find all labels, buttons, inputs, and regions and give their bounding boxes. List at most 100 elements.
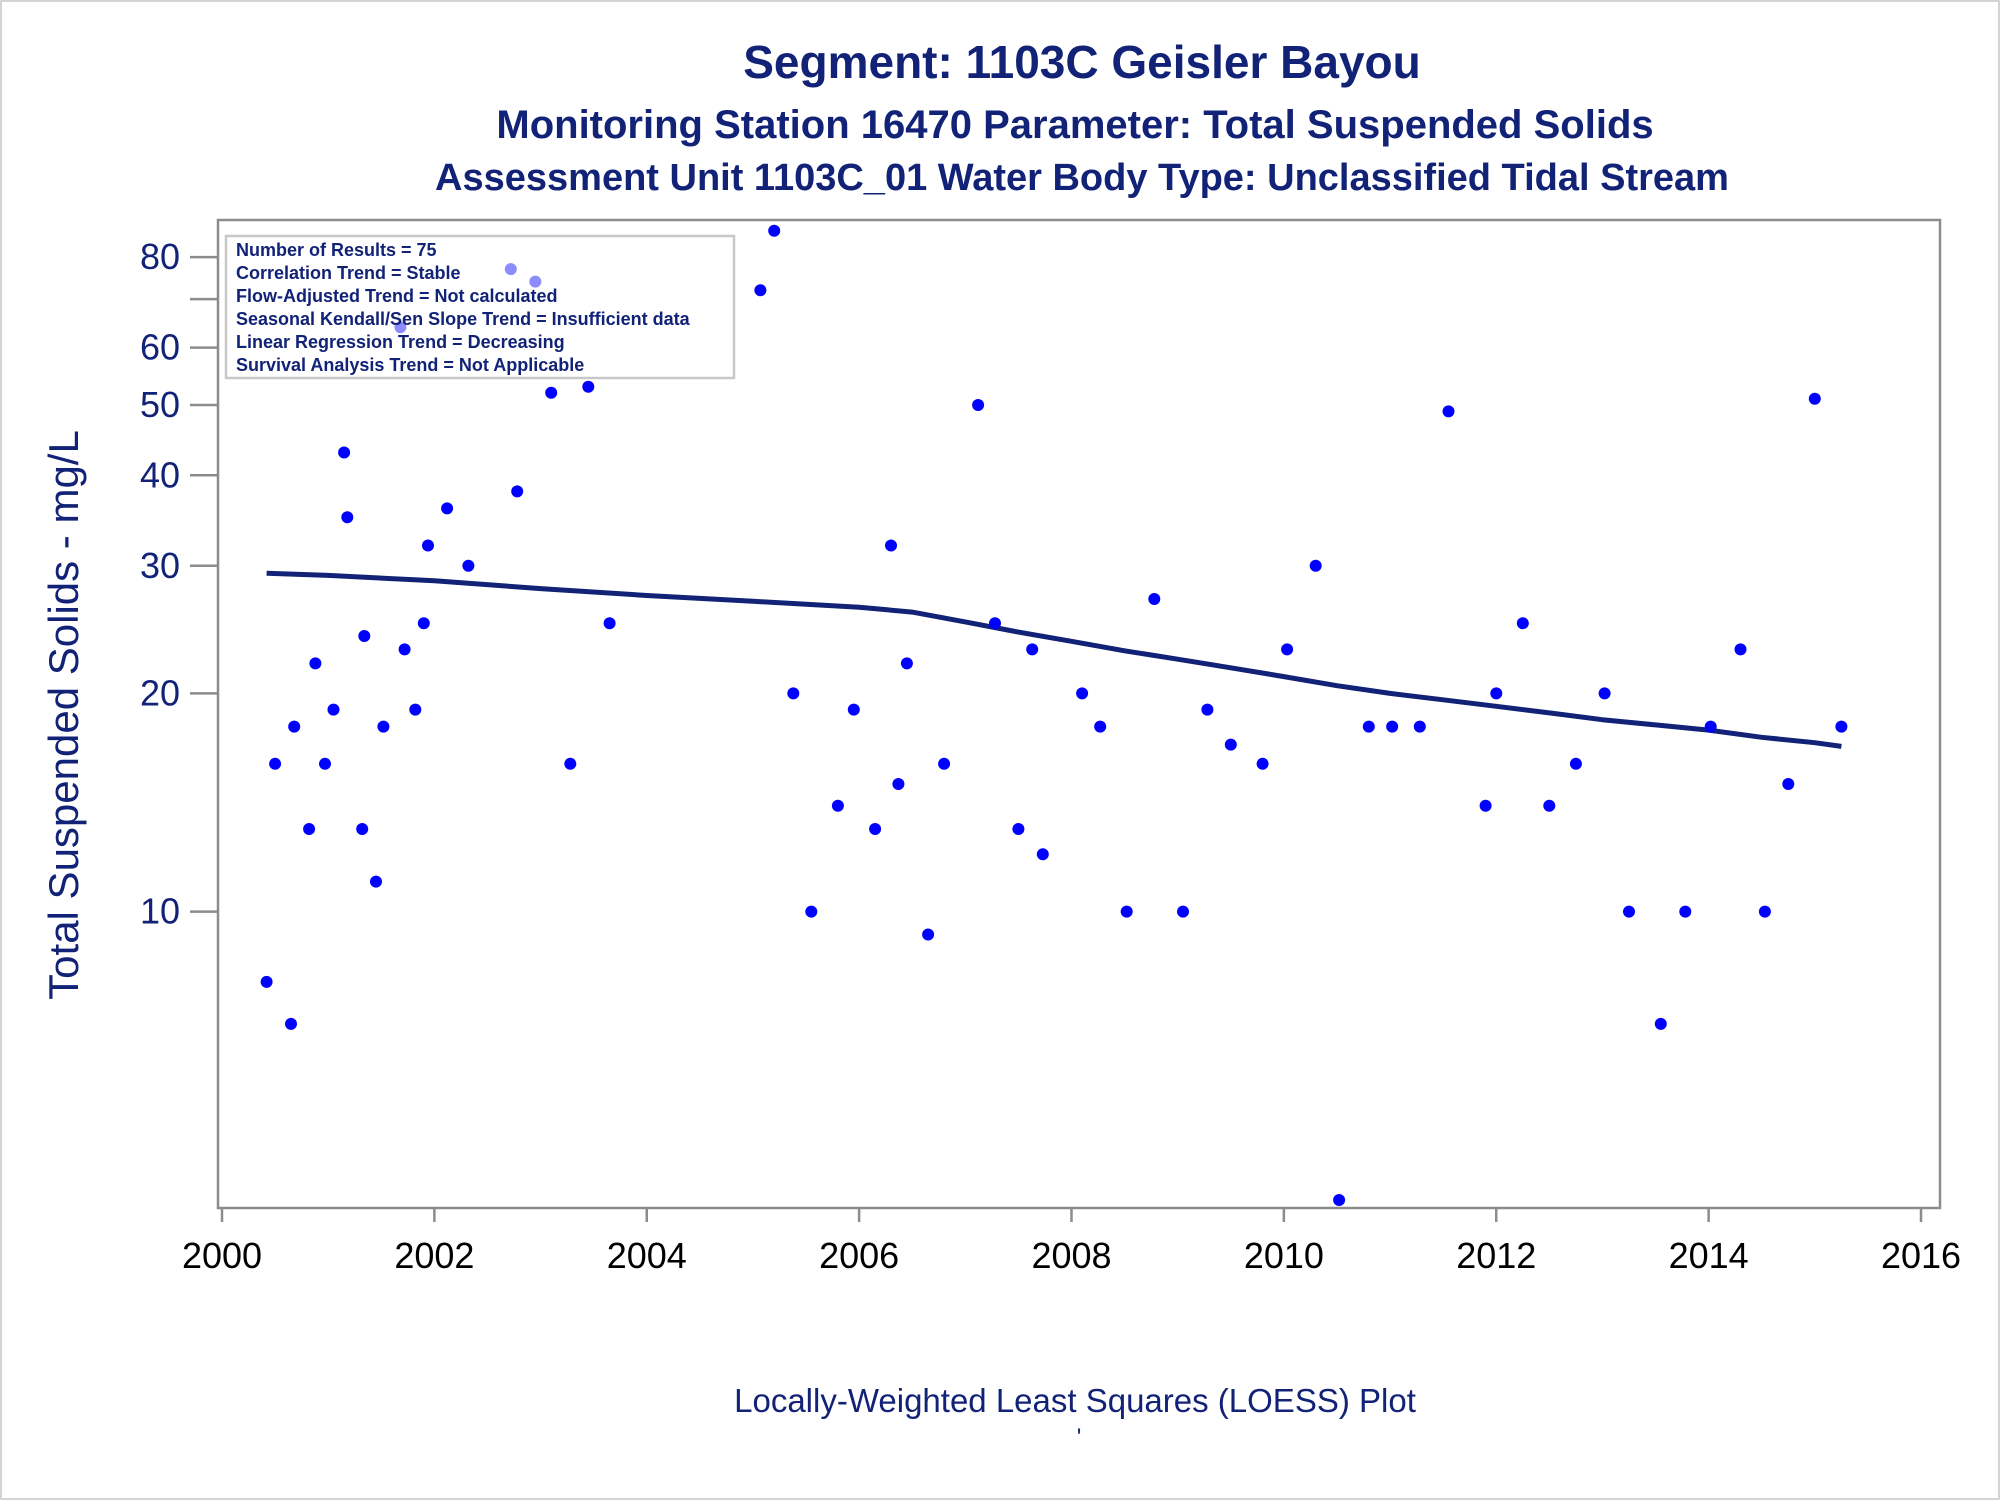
data-point — [1704, 720, 1717, 733]
chart-title: Segment: 1103C Geisler Bayou — [743, 36, 1421, 88]
data-point — [1623, 905, 1635, 918]
stats-line-flow-adjusted: Flow-Adjusted Trend = Not calculated — [236, 286, 558, 306]
data-point — [900, 657, 913, 670]
data-point — [922, 928, 935, 941]
data-point — [417, 617, 430, 630]
y-tick-label: 20 — [140, 672, 180, 713]
stats-line-correlation: Correlation Trend = Stable — [236, 263, 461, 283]
data-point — [892, 778, 905, 790]
data-point — [288, 720, 301, 733]
points-layer — [260, 224, 1848, 1206]
data-point — [1386, 720, 1399, 733]
data-point — [1012, 823, 1025, 835]
data-point — [1782, 778, 1795, 790]
footnote-mark: ' — [1077, 1424, 1082, 1451]
x-tick-label: 2006 — [819, 1235, 899, 1276]
x-tick-label: 2012 — [1456, 1235, 1536, 1276]
data-point — [1224, 738, 1237, 751]
data-point — [1094, 720, 1107, 733]
stats-inset: Number of Results = 75 Correlation Trend… — [224, 234, 736, 380]
data-point — [1413, 720, 1426, 733]
stats-line-seasonal-kendall: Seasonal Kendall/Sen Slope Trend = Insuf… — [236, 309, 691, 329]
x-tick-label: 2002 — [394, 1235, 474, 1276]
data-point — [1598, 687, 1611, 700]
data-point — [1362, 720, 1375, 733]
y-tick-label: 40 — [140, 454, 180, 495]
data-point — [1808, 392, 1821, 405]
data-point — [938, 757, 951, 770]
data-point — [1490, 687, 1503, 700]
data-point — [441, 502, 454, 515]
data-point — [847, 703, 860, 716]
x-tick-label: 2016 — [1881, 1235, 1961, 1276]
data-point — [309, 657, 322, 670]
data-point — [1758, 905, 1771, 918]
y-axis: 10 20 30 40 50 60 80 — [140, 236, 218, 932]
x-tick-label: 2004 — [607, 1235, 687, 1276]
data-point — [787, 687, 800, 700]
x-tick-label: 2014 — [1669, 1235, 1749, 1276]
data-point — [1026, 643, 1039, 656]
x-tick-label: 2008 — [1031, 1235, 1111, 1276]
data-point — [1177, 905, 1189, 918]
y-tick-label: 80 — [140, 236, 180, 277]
data-point — [603, 617, 616, 630]
data-point — [1201, 703, 1214, 716]
data-point — [377, 720, 390, 733]
data-point — [582, 380, 595, 393]
data-point — [1442, 405, 1455, 418]
x-tick-label: 2010 — [1244, 1235, 1324, 1276]
data-point — [1309, 559, 1322, 572]
data-point — [1679, 905, 1692, 918]
stats-line-results: Number of Results = 75 — [236, 240, 437, 260]
y-tick-label: 30 — [140, 545, 180, 586]
data-point — [972, 399, 985, 411]
data-point — [370, 875, 382, 888]
data-point — [754, 284, 767, 297]
data-point — [1734, 643, 1747, 656]
data-point — [1835, 720, 1848, 733]
stats-inset-box — [224, 234, 736, 380]
chart-subtitle: Monitoring Station 16470 Parameter: Tota… — [496, 103, 1653, 147]
data-point — [1120, 905, 1133, 918]
data-point — [398, 643, 411, 656]
data-point — [869, 823, 882, 835]
data-point — [1256, 757, 1269, 770]
data-point — [1543, 799, 1556, 812]
data-point — [1569, 757, 1582, 770]
data-point — [831, 799, 844, 812]
loess-line — [266, 570, 1842, 749]
plot-area-border — [216, 218, 1942, 1210]
x-tick-label: 2000 — [182, 1235, 262, 1276]
data-point — [260, 975, 273, 988]
data-point — [1516, 617, 1529, 630]
data-point — [1076, 687, 1089, 700]
data-point — [768, 224, 781, 237]
data-point — [1333, 1194, 1346, 1206]
data-point — [409, 703, 422, 716]
data-point — [805, 905, 818, 918]
y-tick-label: 60 — [140, 327, 180, 368]
data-point — [511, 485, 524, 498]
data-point — [1281, 643, 1294, 656]
data-point — [1148, 593, 1161, 605]
data-point — [303, 823, 316, 835]
data-point — [1654, 1017, 1667, 1030]
data-point — [1036, 848, 1049, 861]
data-point — [319, 757, 331, 770]
x-axis-label: Locally-Weighted Least Squares (LOESS) P… — [734, 1382, 1416, 1419]
data-point — [1479, 799, 1492, 812]
data-point — [564, 757, 577, 770]
data-point — [885, 539, 897, 552]
data-point — [358, 630, 371, 642]
chart-subtitle-2: Assessment Unit 1103C_01 Water Body Type… — [435, 157, 1729, 199]
data-point — [338, 446, 351, 459]
data-point — [989, 617, 1001, 630]
stats-line-linear-regression: Linear Regression Trend = Decreasing — [236, 332, 565, 352]
data-point — [356, 823, 369, 835]
loess-layer — [266, 570, 1842, 749]
y-tick-label: 10 — [140, 891, 180, 932]
data-point — [285, 1017, 297, 1030]
x-axis: 2000 2002 2004 2006 2008 2010 2012 2014 2016 — [182, 1208, 1961, 1276]
stats-line-survival: Survival Analysis Trend = Not Applicable — [236, 355, 584, 375]
